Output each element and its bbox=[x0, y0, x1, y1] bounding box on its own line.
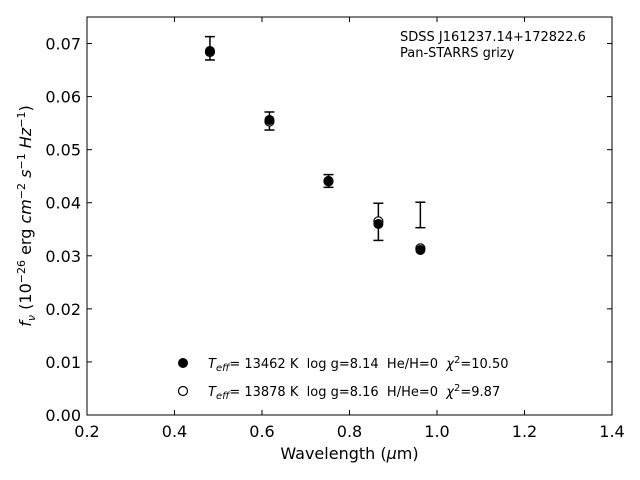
y-axis-ticks: 0.00 0.01 0.02 0.03 0.04 0.05 0.06 0.07 bbox=[45, 35, 612, 425]
legend-label-filled: Teff= 13462 K log g=8.14 He/H=0 χ2=10.50 bbox=[208, 355, 508, 374]
filled-marker-point bbox=[323, 176, 334, 187]
x-tick-label: 0.8 bbox=[337, 422, 362, 441]
y-tick-label: 0.01 bbox=[45, 353, 81, 372]
y-tick-label: 0.07 bbox=[45, 35, 81, 54]
y-tick-label: 0.02 bbox=[45, 300, 81, 319]
x-tick-label: 1.2 bbox=[512, 422, 537, 441]
x-tick-label: 1.4 bbox=[599, 422, 624, 441]
x-tick-label: 0.2 bbox=[74, 422, 99, 441]
plot-frame bbox=[86, 16, 613, 416]
x-tick-label: 0.4 bbox=[162, 422, 187, 441]
x-tick-label: 0.6 bbox=[249, 422, 274, 441]
y-tick-label: 0.05 bbox=[45, 141, 81, 160]
error-bars bbox=[204, 35, 426, 242]
filled-marker-point bbox=[373, 218, 384, 229]
filled-marker-point bbox=[204, 45, 215, 56]
x-tick-label: 1.0 bbox=[424, 422, 449, 441]
legend-label-open: Teff= 13878 K log g=8.16 H/He=0 χ2=9.87 bbox=[208, 383, 500, 402]
filled-marker-point bbox=[264, 114, 275, 125]
x-axis-title: Wavelength (μm) bbox=[280, 444, 418, 463]
x-axis-ticks: 0.2 0.4 0.6 0.8 1.0 1.2 1.4 bbox=[74, 17, 625, 441]
y-axis-title: fν (10−26 erg cm−2 s−1 Hz−1) bbox=[15, 105, 38, 326]
y-tick-label: 0.00 bbox=[45, 406, 81, 425]
legend-filled-marker bbox=[178, 358, 188, 368]
annotation-survey: Pan-STARRS grizy bbox=[400, 46, 515, 61]
y-tick-label: 0.06 bbox=[45, 88, 81, 107]
open-markers bbox=[204, 46, 426, 254]
filled-markers bbox=[204, 45, 426, 255]
y-tick-label: 0.03 bbox=[45, 247, 81, 266]
annotation-object-name: SDSS J161237.14+172822.6 bbox=[400, 30, 586, 45]
y-tick-label: 0.04 bbox=[45, 194, 81, 213]
legend: Teff= 13462 K log g=8.14 He/H=0 χ2=10.50… bbox=[177, 355, 508, 402]
filled-marker-point bbox=[415, 244, 426, 255]
legend-open-marker bbox=[177, 385, 189, 397]
